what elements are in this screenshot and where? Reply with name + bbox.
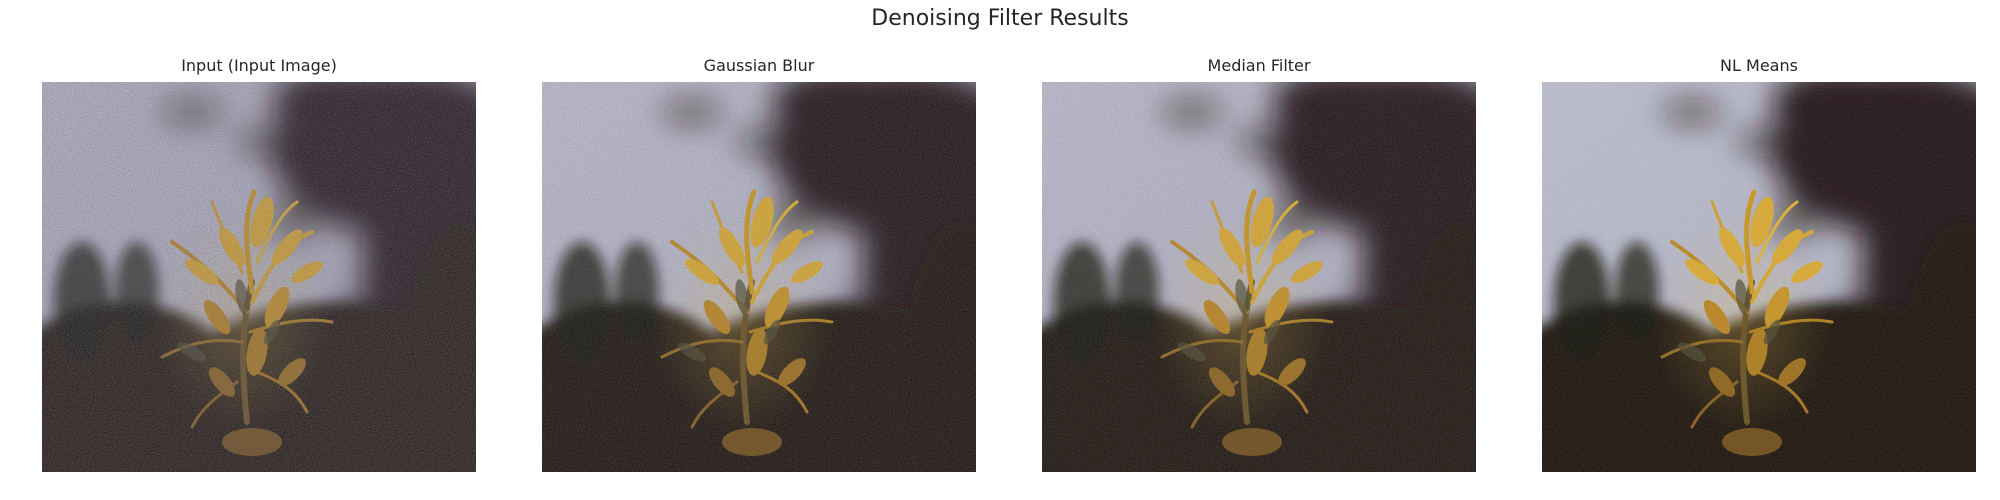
panel-title-gaussian-blur: Gaussian Blur [703, 56, 815, 75]
gaussian-blur-image [542, 82, 976, 472]
input-image [42, 82, 476, 472]
median-filter-image [1042, 82, 1476, 472]
panel-input: Input (Input Image) [42, 52, 476, 472]
panel-median-filter: Median Filter [1042, 52, 1476, 472]
panel-title-median-filter: Median Filter [1207, 56, 1311, 75]
panel-title-nl-means: NL Means [1720, 56, 1798, 75]
nl-means-image [1542, 82, 1976, 472]
figure-title: Denoising Filter Results [871, 6, 1129, 31]
panel-nl-means: NL Means [1542, 52, 1976, 472]
panel-title-input: Input (Input Image) [181, 56, 337, 75]
panel-gaussian-blur: Gaussian Blur [542, 52, 976, 472]
